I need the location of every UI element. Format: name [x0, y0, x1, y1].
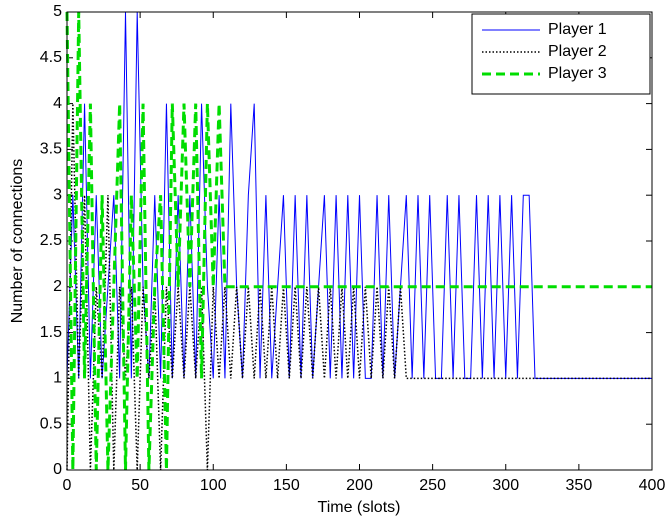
x-tick-label: 0	[63, 477, 72, 494]
plot-frame	[66, 11, 653, 471]
y-tick-label: 1	[53, 370, 62, 387]
legend-label: Player 3	[548, 65, 607, 82]
y-tick-label: 0	[53, 461, 62, 478]
x-tick-label: 400	[639, 477, 666, 494]
x-tick-label: 50	[131, 477, 149, 494]
y-tick-label: 4.5	[40, 49, 62, 66]
y-tick-label: 2.5	[40, 232, 62, 249]
x-tick-label: 300	[492, 477, 519, 494]
legend-label: Player 2	[548, 43, 607, 60]
y-tick-label: 0.5	[40, 415, 62, 432]
series-line	[65, 11, 652, 471]
y-tick-label: 5	[53, 3, 62, 20]
x-tick-label: 350	[566, 477, 593, 494]
y-tick-label: 1.5	[40, 324, 62, 341]
x-tick-label: 200	[346, 477, 373, 494]
y-tick-label: 3.5	[40, 141, 62, 158]
x-tick-label: 250	[419, 477, 446, 494]
y-tick-label: 4	[53, 95, 62, 112]
x-tick-label: 100	[200, 477, 227, 494]
series-line	[66, 103, 652, 471]
x-axis-label: Time (slots)	[318, 499, 401, 516]
y-tick-label: 3	[53, 186, 62, 203]
x-tick-label: 150	[273, 477, 300, 494]
legend-box	[471, 13, 651, 95]
y-axis-label: Number of connections	[9, 159, 26, 324]
y-tick-label: 2	[53, 278, 62, 295]
legend-label: Player 1	[548, 21, 607, 38]
